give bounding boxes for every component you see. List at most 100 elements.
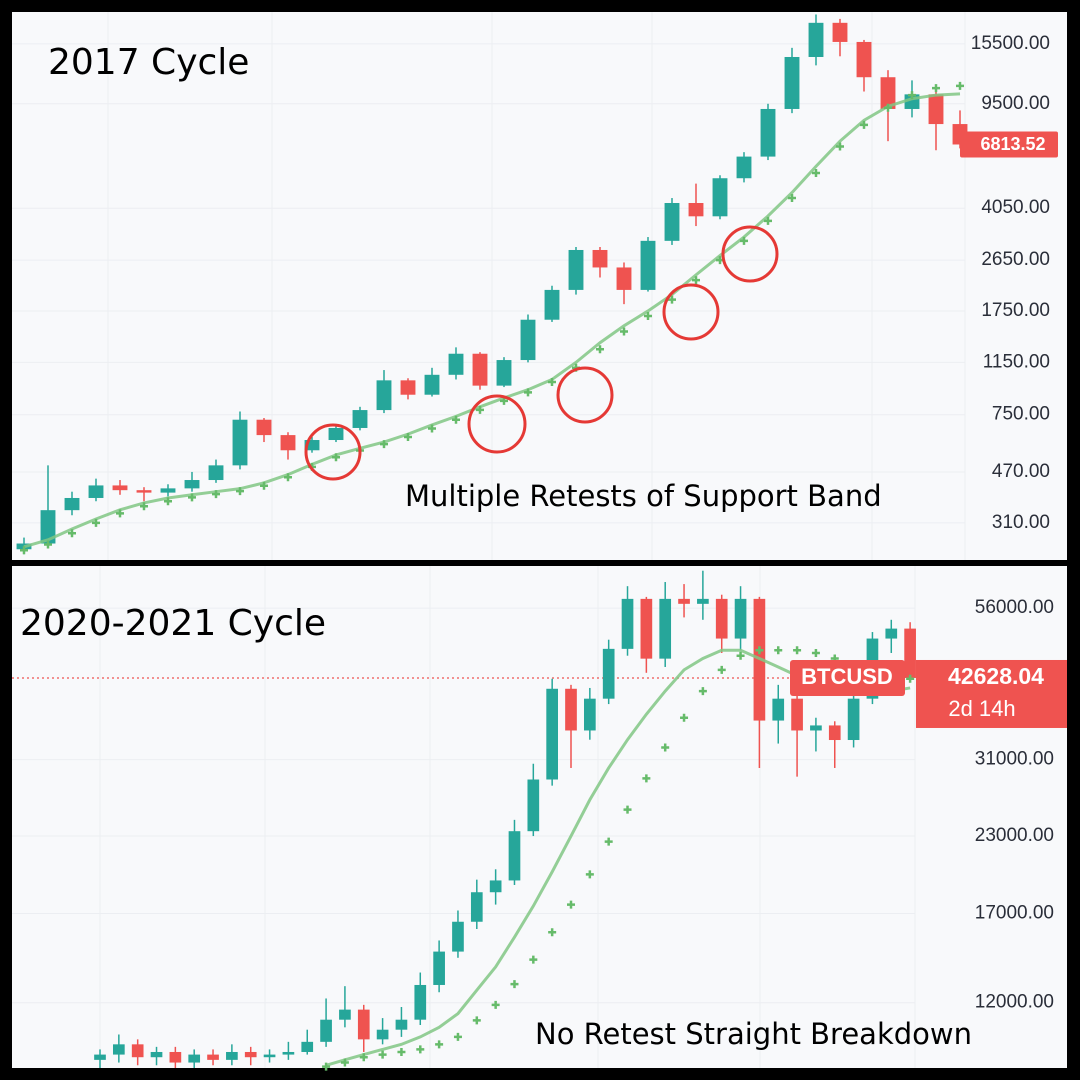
candle-body	[304, 440, 320, 451]
support-band-cross	[668, 295, 676, 304]
candle-body	[232, 419, 248, 466]
y-tick-label: 23000.00	[975, 825, 1054, 846]
candle-body	[568, 249, 584, 290]
candle-body	[832, 22, 848, 42]
candle-body	[184, 480, 200, 489]
candle-body	[856, 41, 872, 78]
candle-body	[928, 94, 944, 125]
support-band-cross	[642, 774, 651, 783]
candle-body	[583, 698, 596, 731]
candle-body	[508, 831, 521, 881]
support-band-cross	[236, 487, 244, 496]
candle-body	[697, 598, 709, 604]
candle-body	[688, 203, 704, 217]
candle-body	[760, 108, 776, 157]
support-band-cross	[908, 91, 916, 100]
support-band-cross	[435, 1040, 444, 1049]
candle-body	[424, 374, 440, 395]
support-band-cross	[567, 900, 575, 909]
grid-layer	[12, 43, 965, 1004]
candle-body	[592, 249, 608, 268]
support-band-cross	[284, 473, 292, 482]
support-band-cross	[491, 1000, 500, 1009]
support-band-cross	[68, 529, 76, 538]
support-band-cross	[529, 955, 538, 964]
candle-body	[301, 1041, 314, 1052]
last-price-tag	[916, 659, 1067, 728]
y-tick-label: 9500.00	[981, 93, 1050, 114]
candle-body	[376, 1029, 389, 1040]
y-tick-label: 4050.00	[981, 197, 1050, 218]
support-band-cross	[956, 81, 964, 90]
support-band-cross	[884, 103, 892, 112]
support-band-cross	[692, 276, 700, 285]
last-price-label: 42628.04	[948, 663, 1044, 689]
y-tick-label: 31000.00	[975, 749, 1054, 770]
candle-body	[433, 951, 445, 985]
support-band-cross	[380, 440, 388, 449]
candle-body	[736, 156, 752, 179]
support-band-cross	[140, 502, 148, 511]
candle-body	[885, 628, 898, 639]
y-tick-label: 2650.00	[981, 249, 1050, 270]
support-band-cross	[932, 84, 940, 93]
candle-body	[414, 984, 427, 1020]
support-band-cross	[428, 424, 436, 433]
candle-body	[880, 77, 896, 109]
candle-body	[496, 360, 512, 386]
candle-body	[320, 1019, 332, 1042]
candle-body	[150, 1051, 163, 1058]
candle-body	[88, 485, 104, 498]
marks-layer	[16, 14, 968, 1071]
candle-body	[791, 698, 803, 731]
support-band-cross	[20, 546, 28, 555]
candle-body	[772, 698, 785, 721]
candle-body	[400, 380, 416, 395]
last-price-tag	[960, 131, 1058, 158]
support-band-cross	[416, 1045, 425, 1054]
candle-body	[904, 628, 916, 678]
candle-body	[280, 435, 296, 451]
candle-body	[112, 485, 128, 491]
candle-body	[357, 1009, 370, 1040]
overlay-layer: 2017 Cycle Multiple Retests of Support B…	[20, 33, 1067, 1051]
support-band-cross	[188, 493, 196, 502]
support-band-cross	[644, 311, 652, 320]
candle-body	[352, 410, 368, 428]
candle-body	[64, 497, 80, 511]
support-band-cross	[548, 928, 557, 937]
support-band-cross	[620, 327, 628, 336]
candle-body	[808, 22, 824, 57]
candle-body	[659, 598, 672, 659]
last-price-label: 6813.52	[980, 134, 1045, 154]
y-tick-label: 15500.00	[971, 33, 1050, 54]
candle-body	[810, 725, 822, 731]
support-band-cross	[260, 481, 268, 490]
candle-body	[544, 289, 560, 320]
support-band-cross	[452, 415, 460, 424]
y-tick-label: 1150.00	[983, 351, 1050, 372]
support-band-cross	[524, 388, 532, 397]
candle-body	[734, 598, 747, 639]
annotation: No Retest Straight Breakdown	[535, 1017, 972, 1051]
support-band-cross	[359, 1053, 368, 1062]
candle-body	[546, 688, 559, 780]
chart-title: 2020-2021 Cycle	[20, 603, 326, 644]
candle-body	[640, 240, 656, 290]
candle-body	[256, 419, 272, 436]
symbol-tag	[790, 659, 905, 696]
candle-body	[169, 1051, 182, 1063]
support-band-cross	[740, 236, 748, 245]
symbol-label: BTCUSD	[801, 664, 893, 689]
support-band-cross	[404, 433, 412, 442]
candle-body	[715, 598, 728, 639]
support-band-cross	[811, 648, 820, 657]
candle-body	[602, 648, 615, 699]
candle-body	[448, 353, 464, 375]
candle-body	[565, 688, 577, 731]
y-tick-label: 470.00	[992, 461, 1050, 482]
candle-body	[678, 598, 690, 604]
support-band-cross	[453, 1032, 462, 1041]
candle-body	[131, 1044, 144, 1058]
